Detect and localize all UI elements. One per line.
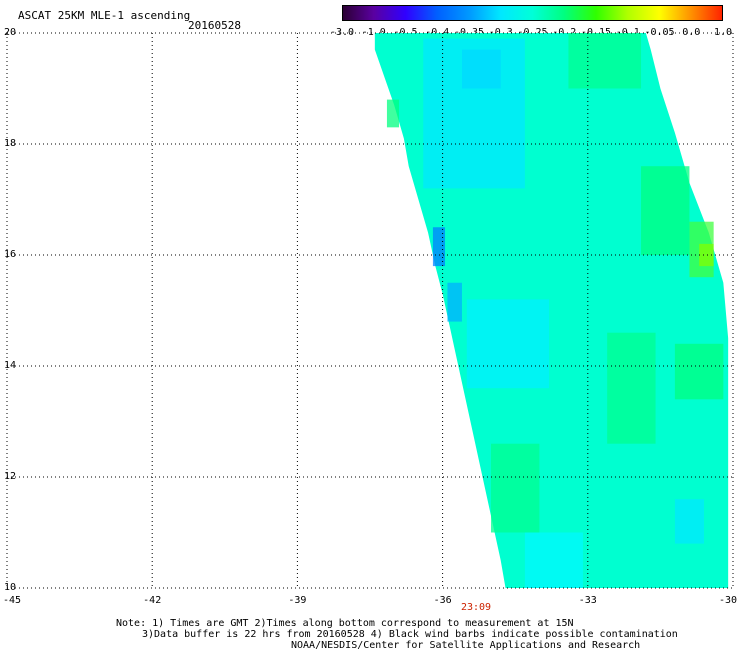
longitude-label: -33	[578, 595, 597, 606]
latitude-label: 12	[4, 471, 17, 482]
swath-cell	[524, 532, 583, 588]
swath-cell	[386, 99, 400, 128]
swath-cell	[607, 332, 656, 444]
swath-cell	[466, 299, 550, 389]
swath-cell	[491, 443, 540, 533]
longitude-label: -39	[288, 595, 307, 606]
latitude-label: 18	[4, 138, 17, 149]
colorbar-tick-label: -0.35	[453, 27, 485, 38]
colorbar-tick-label: -0.4	[425, 27, 450, 38]
longitude-label: -45	[2, 595, 22, 606]
swath-cell	[674, 499, 704, 544]
longitude-label: -36	[433, 595, 452, 606]
swath-cell	[432, 227, 446, 267]
longitude-label: -30	[718, 595, 738, 606]
map-date: 20160528	[188, 19, 241, 32]
colorbar-tick-label: -1.0	[361, 27, 386, 38]
colorbar-tick-label: -0.3	[488, 27, 513, 38]
colorbar-tick-label: -0.25	[517, 27, 548, 38]
swath-cell	[447, 282, 462, 322]
latitude-label: 14	[4, 360, 17, 371]
pass-time-label: 23:09	[460, 602, 492, 613]
note-line-1: Note: 1) Times are GMT 2)Times along bot…	[116, 618, 574, 629]
swath-cell	[641, 166, 690, 255]
swath-cell	[699, 243, 714, 267]
latitude-label: 20	[4, 27, 17, 38]
colorbar-tick-label: -0.2	[552, 27, 577, 38]
swath-cell	[568, 33, 642, 89]
note-line-2: 3)Data buffer is 22 hrs from 20160528 4)…	[142, 629, 678, 640]
colorbar-tick-label: -0.5	[393, 27, 418, 38]
note-line-3: NOAA/NESDIS/Center for Satellite Applica…	[291, 640, 641, 651]
longitude-label: -42	[143, 595, 162, 606]
latitude-label: 16	[4, 249, 17, 260]
colorbar	[342, 5, 723, 21]
colorbar-gradient	[342, 5, 723, 21]
latitude-label: 10	[4, 582, 17, 593]
swath-cell	[674, 343, 724, 400]
map-plot	[6, 32, 734, 589]
map-title: ASCAT 25KM MLE-1 ascending	[18, 9, 191, 22]
colorbar-tick-label: -3.0	[329, 27, 355, 38]
swath-cell	[461, 49, 501, 89]
colorbar-frame	[342, 5, 723, 21]
